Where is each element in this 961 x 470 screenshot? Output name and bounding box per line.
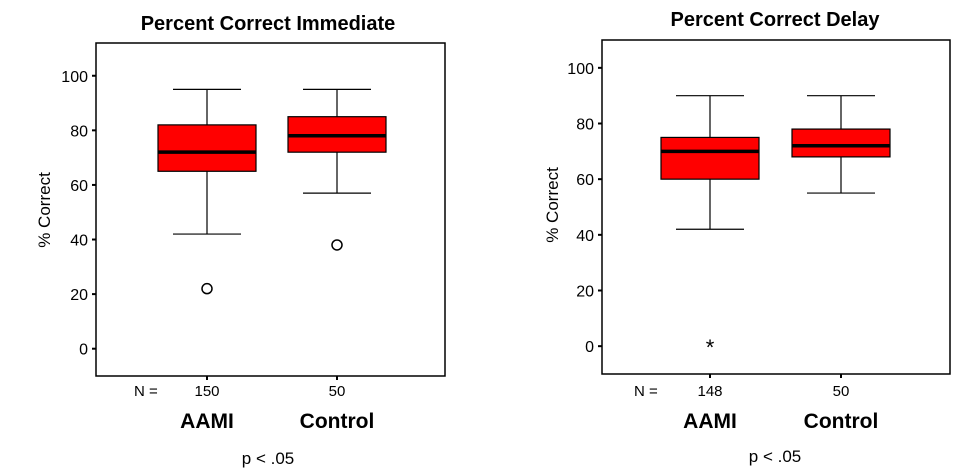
y-tick-label: 100 xyxy=(61,69,88,86)
y-tick-label: 40 xyxy=(70,233,88,250)
extreme-outlier-point: * xyxy=(706,335,715,360)
x-category-label: Control xyxy=(300,410,375,433)
n-label: N = xyxy=(134,383,158,400)
y-axis-label: % Correct xyxy=(543,167,562,243)
p-value-footnote: p < .05 xyxy=(242,449,294,468)
y-tick-label: 20 xyxy=(576,284,594,301)
chart-panel-immediate: Percent Correct Immediate % Correct 0 20 4… xyxy=(35,13,446,468)
y-tick-label: 0 xyxy=(585,339,594,356)
n-value: 50 xyxy=(329,383,346,400)
y-tick-label: 20 xyxy=(70,287,88,304)
y-axis: 0 20 40 60 80 100 xyxy=(567,61,602,356)
outlier-point xyxy=(201,282,213,295)
y-axis-label: % Correct xyxy=(35,172,54,248)
p-value-footnote: p < .05 xyxy=(749,447,801,466)
y-axis: 0 20 40 60 80 100 xyxy=(61,69,96,359)
plot-frame xyxy=(601,39,951,375)
box-iqr xyxy=(791,128,891,158)
y-tick-label: 60 xyxy=(70,178,88,195)
n-value: 150 xyxy=(194,383,219,400)
chart-title: Percent Correct Delay xyxy=(671,9,881,31)
y-tick-label: 80 xyxy=(70,123,88,140)
y-tick-label: 100 xyxy=(567,61,594,78)
chart-panel-delay: Percent Correct Delay % Correct 0 20 40 60 8… xyxy=(543,9,951,466)
y-tick-label: 40 xyxy=(576,228,594,245)
x-category-label: Control xyxy=(804,410,879,433)
n-label: N = xyxy=(634,383,658,400)
n-value: 148 xyxy=(697,383,722,400)
y-tick-label: 80 xyxy=(576,117,594,134)
box-iqr xyxy=(157,124,257,172)
y-tick-label: 0 xyxy=(79,342,88,359)
x-category-label: AAMI xyxy=(683,410,737,433)
chart-title: Percent Correct Immediate xyxy=(141,13,396,35)
n-value: 50 xyxy=(833,383,850,400)
plot-frame xyxy=(95,42,446,377)
x-category-label: AAMI xyxy=(180,410,234,433)
outlier-point xyxy=(331,239,343,251)
y-tick-label: 60 xyxy=(576,172,594,189)
box-iqr xyxy=(660,136,760,180)
